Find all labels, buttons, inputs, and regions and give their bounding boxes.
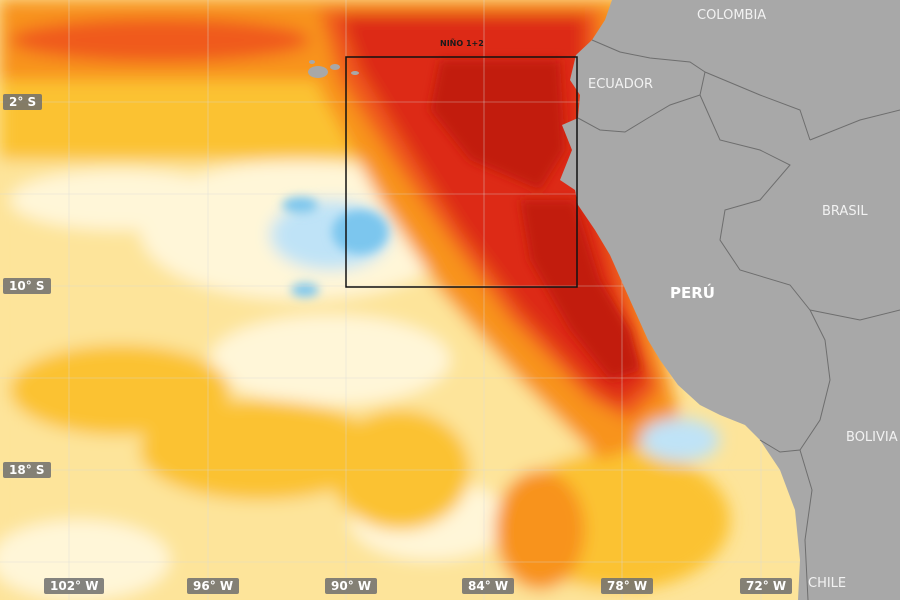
longitude-label-90w: 90° W <box>325 578 378 594</box>
neutral-zone-west <box>10 170 230 230</box>
country-borders <box>577 39 900 600</box>
longitude-label-78w: 78° W <box>601 578 654 594</box>
extreme-core-south <box>520 200 640 380</box>
warm-band-north-core <box>10 18 310 62</box>
warm-patch-southcentral <box>140 400 380 500</box>
border-peru-brasil <box>699 94 811 311</box>
galapagos-fernandina <box>309 60 315 64</box>
warm-patch-southeast-core <box>495 470 585 590</box>
longitude-label-84w: 84° W <box>462 578 515 594</box>
cool-spot-coast <box>640 418 720 462</box>
longitude-label-102w: 102° W <box>44 578 105 594</box>
border-bolivia-chile <box>799 449 813 600</box>
country-label-colombia: COLOMBIA <box>697 8 767 23</box>
galapagos-islands <box>308 60 359 78</box>
galapagos-san-cristobal <box>351 71 359 75</box>
galapagos-isabela <box>308 66 328 78</box>
warm-patch-southwest <box>10 345 230 435</box>
latitude-label-10s: 10° S <box>3 278 51 294</box>
longitude-label-96w: 96° W <box>187 578 240 594</box>
extreme-core-north <box>430 60 565 190</box>
country-label-bolivia: BOLIVIA <box>846 430 898 445</box>
latitude-label-18s: 18° S <box>3 462 51 478</box>
border-colombia-east <box>809 109 900 141</box>
country-label-brasil: BRASIL <box>822 204 868 219</box>
border-colombia-brasil <box>704 71 811 141</box>
border-peru-bolivia <box>799 309 831 451</box>
galapagos-santa-cruz <box>330 64 340 70</box>
cool-spot-west <box>282 197 318 213</box>
cool-spot-southwest <box>291 283 319 297</box>
border-colombia-ecuador <box>591 39 706 73</box>
anomaly-field <box>0 0 730 600</box>
neutral-zone-southwest <box>0 520 170 600</box>
country-label-chile: CHILE <box>808 576 847 591</box>
country-label-ecuador: ECUADOR <box>588 77 653 92</box>
border-peru-chile <box>759 439 801 453</box>
country-label-peru: PERÚ <box>670 284 715 302</box>
latitude-label-2s: 2° S <box>3 94 43 110</box>
cool-spot-central-core <box>332 210 388 254</box>
longitude-label-72w: 72° W <box>740 578 793 594</box>
neutral-zone-south <box>210 315 450 405</box>
border-bolivia-brasil <box>809 309 900 321</box>
nino-region-box <box>345 56 578 288</box>
south-america-landmass <box>560 0 900 600</box>
nino-region-label: NIÑO 1+2 <box>440 39 484 48</box>
